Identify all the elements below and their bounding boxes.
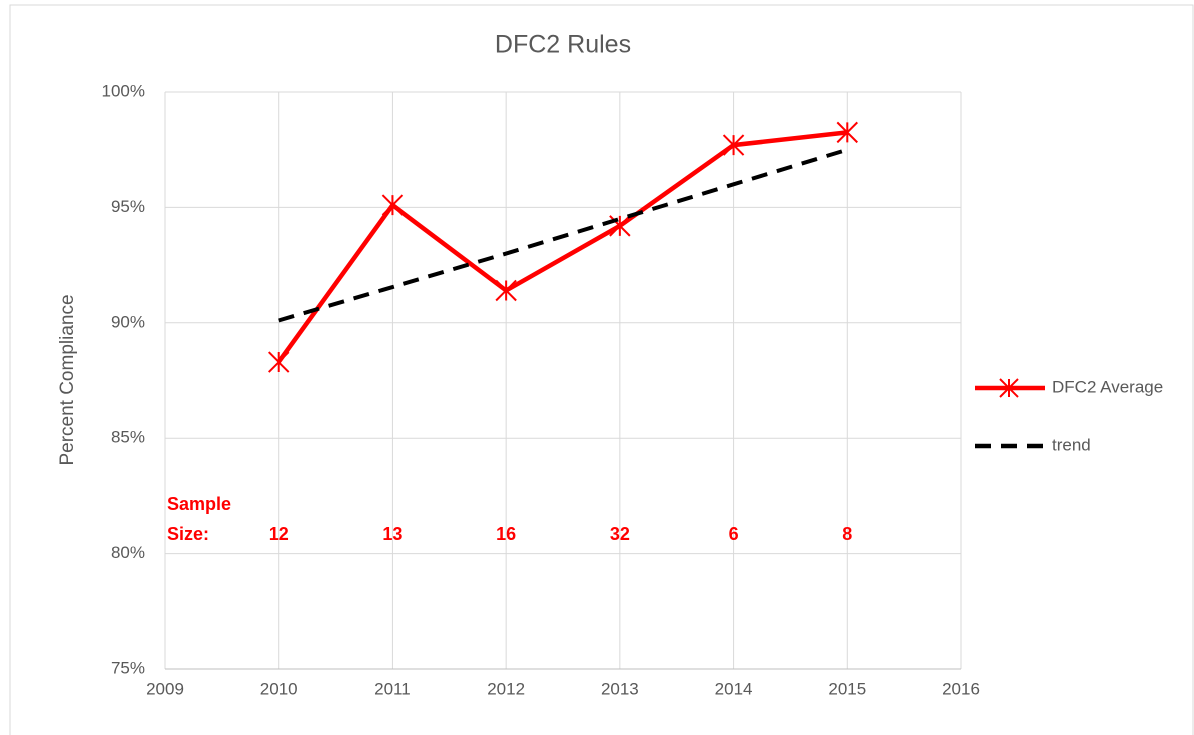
x-tick-label: 2014 (715, 679, 753, 698)
annotation: 13 (382, 524, 402, 544)
x-tick-label: 2015 (828, 679, 866, 698)
x-tick-label: 2016 (942, 679, 980, 698)
marker (381, 194, 404, 216)
y-tick-label: 85% (111, 428, 145, 447)
annotation: Size: (167, 524, 209, 544)
x-tick-label: 2013 (601, 679, 639, 698)
annotation: 12 (269, 524, 289, 544)
x-tick-label: 2012 (487, 679, 525, 698)
marker (268, 351, 290, 373)
x-tick-label: 2009 (146, 679, 184, 698)
marker (722, 134, 745, 156)
y-tick-label: 80% (111, 543, 145, 562)
marker (495, 279, 517, 302)
legend-marker (999, 378, 1019, 398)
legend-label: trend (1052, 435, 1091, 454)
x-tick-label: 2011 (374, 679, 411, 698)
chart-frame (9, 4, 1194, 735)
series-line (278, 147, 848, 323)
y-tick-label: 95% (111, 197, 145, 216)
marker (836, 121, 858, 144)
marker (609, 215, 631, 237)
y-axis-label: Percent Compliance (57, 294, 78, 465)
annotation: 16 (496, 524, 516, 544)
annotation: Sample (167, 494, 231, 514)
legend-label: DFC2 Average (1052, 377, 1163, 396)
y-tick-label: 90% (111, 312, 145, 331)
y-tick-label: 100% (102, 81, 145, 100)
annotation: 8 (842, 524, 852, 544)
annotation: 32 (610, 524, 630, 544)
x-tick-label: 2010 (260, 679, 298, 698)
chart-title: DFC2 Rules (495, 31, 631, 59)
series-line (276, 130, 848, 364)
y-tick-label: 75% (111, 658, 145, 677)
annotation: 6 (729, 524, 739, 544)
